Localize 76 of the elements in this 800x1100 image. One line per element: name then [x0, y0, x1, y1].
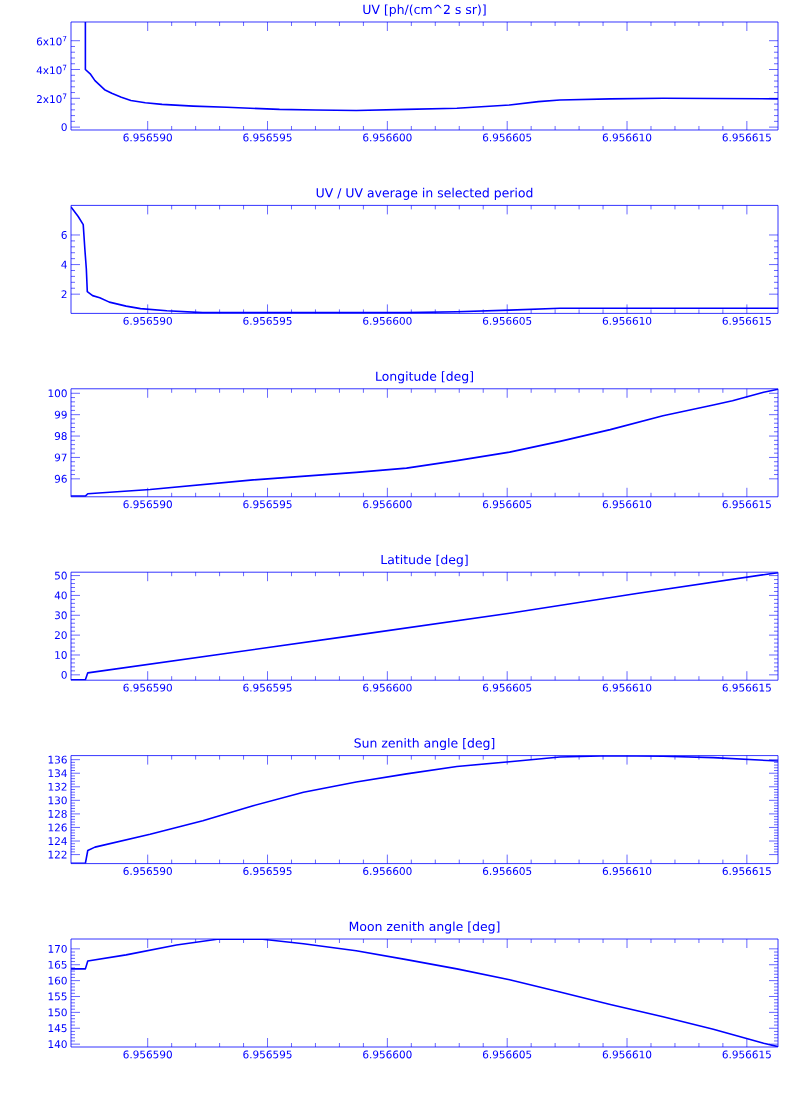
x-tick-label: 6.956590: [123, 683, 172, 692]
x-tick-label: 6.956605: [482, 867, 532, 876]
y-tick-label: 150: [48, 1008, 67, 1017]
x-tick-label: 6.956610: [602, 867, 652, 876]
y-tick-label: 6x10$^{7}$: [36, 35, 67, 46]
y-tick-label: 2: [61, 290, 67, 299]
y-tick-label: 97: [54, 453, 67, 462]
x-tick-label: 6.956600: [363, 316, 412, 325]
x-tick-label: 6.956600: [363, 867, 412, 876]
x-tick-label: 6.956590: [123, 316, 172, 325]
y-tick-label: 160: [48, 976, 67, 985]
chart-title: UV / UV average in selected period: [316, 187, 533, 200]
x-tick-label: 6.956590: [123, 1050, 172, 1059]
y-tick-label: 128: [48, 809, 67, 818]
x-tick-label: 6.956615: [722, 500, 771, 509]
y-tick-label: 122: [48, 850, 67, 859]
y-tick-label: 6: [61, 231, 67, 239]
x-tick-label: 6.956615: [722, 133, 771, 142]
x-tick-label: 6.956595: [243, 316, 292, 325]
y-tick-label: 99: [54, 410, 67, 419]
y-tick-label: 30: [54, 611, 67, 620]
x-tick-label: 6.956610: [602, 1050, 652, 1059]
y-tick-label: 40: [54, 591, 67, 600]
y-tick-label: 96: [54, 474, 67, 483]
y-tick-label: 130: [48, 796, 67, 805]
x-tick-label: 6.956595: [243, 500, 292, 509]
chart-title: Sun zenith angle [deg]: [354, 738, 495, 751]
y-tick-label: 50: [54, 571, 67, 580]
x-tick-label: 6.956600: [363, 133, 412, 142]
x-tick-label: 6.956610: [602, 683, 652, 692]
y-tick-label: 4x10$^{7}$: [36, 64, 67, 75]
y-tick-label: 126: [48, 823, 67, 832]
y-tick-label: 98: [54, 432, 67, 440]
chart-title: Latitude [deg]: [381, 554, 468, 567]
x-tick-label: 6.956615: [722, 683, 771, 692]
x-tick-label: 6.956595: [243, 133, 292, 142]
x-tick-label: 6.956595: [243, 1050, 292, 1059]
chart-title: UV [ph/(cm^2 s sr)]: [363, 4, 486, 17]
y-tick-label: 134: [48, 769, 67, 778]
chart-title: Longitude [deg]: [376, 371, 473, 384]
x-tick-label: 6.956610: [602, 500, 652, 509]
y-tick-label: 10: [55, 651, 67, 659]
x-tick-label: 6.956600: [363, 683, 412, 692]
x-tick-label: 6.956615: [722, 1050, 771, 1059]
x-tick-label: 6.956605: [482, 683, 532, 692]
y-tick-label: 100: [48, 389, 67, 398]
y-tick-label: 132: [48, 782, 67, 791]
x-tick-label: 6.956605: [482, 500, 532, 509]
x-tick-label: 6.956595: [243, 867, 292, 876]
x-tick-label: 6.956605: [482, 316, 532, 325]
x-tick-label: 6.956615: [722, 316, 771, 325]
y-tick-label: 124: [48, 837, 67, 845]
y-tick-label: 4: [61, 260, 67, 269]
y-tick-label: 145: [48, 1024, 67, 1033]
x-tick-label: 6.956610: [602, 133, 652, 142]
x-tick-label: 6.956610: [602, 316, 652, 325]
y-tick-label: 136: [48, 755, 67, 764]
x-tick-label: 6.956590: [123, 867, 172, 876]
x-tick-label: 6.956605: [482, 133, 532, 142]
x-tick-label: 6.956605: [482, 1050, 532, 1059]
y-tick-label: 170: [48, 944, 67, 953]
x-tick-label: 6.956600: [363, 1050, 412, 1059]
y-tick-label: 0: [61, 670, 67, 679]
y-tick-label: 165: [48, 960, 67, 969]
y-tick-label: 20: [54, 631, 67, 640]
y-tick-label: 140: [48, 1040, 67, 1049]
x-tick-label: 6.956615: [722, 867, 771, 876]
x-tick-label: 6.956595: [243, 683, 292, 692]
x-tick-label: 6.956600: [363, 500, 412, 509]
x-tick-label: 6.956590: [123, 500, 172, 509]
line-series: [71, 939, 779, 1047]
y-tick-label: 2x10$^{7}$: [36, 93, 67, 104]
y-tick-label: 0: [61, 123, 67, 132]
y-tick-label: 155: [48, 992, 67, 1001]
chart-title: Moon zenith angle [deg]: [349, 921, 500, 934]
x-tick-label: 6.956590: [123, 133, 172, 142]
